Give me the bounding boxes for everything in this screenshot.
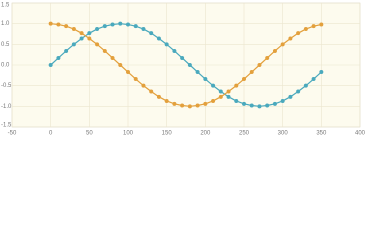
y-tick-label: -1.0: [1, 104, 12, 110]
data-point: [226, 89, 231, 94]
data-point: [118, 21, 123, 26]
data-point: [133, 24, 138, 29]
data-point: [87, 31, 92, 36]
data-point: [118, 63, 123, 67]
data-point: [95, 42, 100, 47]
data-point: [164, 42, 169, 47]
data-point: [141, 27, 146, 32]
data-point: [242, 101, 246, 106]
data-point: [64, 48, 69, 53]
y-tick-label: 0.5: [1, 42, 10, 48]
data-point: [249, 103, 254, 108]
x-tick-label: 300: [278, 131, 289, 137]
data-point: [48, 63, 53, 67]
data-point: [172, 48, 177, 53]
data-point: [126, 22, 130, 27]
data-point: [218, 94, 223, 99]
x-tick-label: 50: [86, 131, 93, 137]
data-point: [296, 89, 301, 94]
data-point: [79, 31, 84, 36]
data-point: [303, 27, 308, 32]
data-point: [203, 101, 208, 106]
data-point: [303, 83, 308, 88]
data-point: [249, 70, 254, 75]
data-point: [172, 101, 177, 106]
data-point: [296, 31, 301, 36]
x-tick-label: 100: [123, 131, 134, 137]
x-tick-label: -50: [8, 131, 17, 137]
data-point: [71, 27, 76, 32]
data-point: [141, 83, 146, 88]
data-point: [319, 22, 324, 27]
data-point: [71, 42, 76, 47]
data-point: [288, 36, 293, 41]
data-point: [133, 77, 138, 82]
data-point: [272, 48, 277, 53]
x-tick-label: 200: [200, 131, 211, 137]
data-point: [288, 94, 293, 99]
y-tick-label: -1.5: [1, 123, 12, 129]
data-point: [164, 98, 169, 103]
data-point: [110, 55, 115, 60]
data-point: [195, 70, 200, 75]
data-point: [211, 98, 216, 103]
data-point: [211, 83, 216, 88]
data-point: [149, 31, 154, 36]
data-point: [257, 63, 262, 67]
y-tick-label: 0.0: [1, 63, 10, 69]
data-point: [218, 89, 223, 94]
data-point: [234, 83, 239, 88]
x-tick-label: 400: [355, 131, 366, 137]
y-tick-label: 1.5: [1, 3, 10, 9]
data-point: [311, 77, 316, 82]
data-point: [156, 94, 161, 99]
page: -1.5 -1.0 -0.5 0.0 0.5 1.0 1.5 -50 0 50 100 150 200 2…: [1, 2, 366, 137]
data-point: [149, 89, 154, 94]
data-point: [95, 27, 100, 32]
data-point: [319, 70, 324, 75]
data-point: [242, 77, 246, 82]
data-point: [56, 55, 61, 60]
x-tick-label: 150: [162, 131, 173, 137]
data-point: [180, 55, 185, 60]
data-point: [234, 98, 239, 103]
data-point: [226, 94, 231, 99]
data-point: [180, 103, 185, 108]
data-point: [203, 77, 208, 82]
data-point: [156, 36, 161, 41]
data-point: [195, 103, 200, 108]
data-point: [102, 48, 107, 53]
data-point: [64, 24, 69, 29]
data-point: [280, 98, 285, 103]
data-point: [265, 103, 270, 108]
data-point: [280, 42, 285, 47]
data-point: [257, 104, 262, 109]
data-point: [311, 24, 316, 29]
data-point: [272, 101, 277, 106]
data-point: [110, 22, 115, 27]
data-point: [187, 104, 192, 109]
data-point: [265, 55, 270, 60]
x-tick-label: 350: [316, 131, 327, 137]
data-point: [56, 22, 61, 27]
y-tick-label: -0.5: [1, 83, 12, 89]
y-tick-label: 1.0: [1, 21, 10, 27]
data-point: [87, 36, 92, 41]
data-point: [79, 36, 84, 41]
x-tick-label: 0: [49, 131, 53, 137]
chart: -1.5 -1.0 -0.5 0.0 0.5 1.0 1.5 -50 0 50 100 150 200 2…: [1, 3, 366, 137]
data-point: [187, 63, 192, 67]
data-point: [102, 24, 107, 29]
data-point: [48, 21, 53, 26]
data-point: [126, 70, 130, 75]
x-tick-label: 250: [239, 131, 250, 137]
